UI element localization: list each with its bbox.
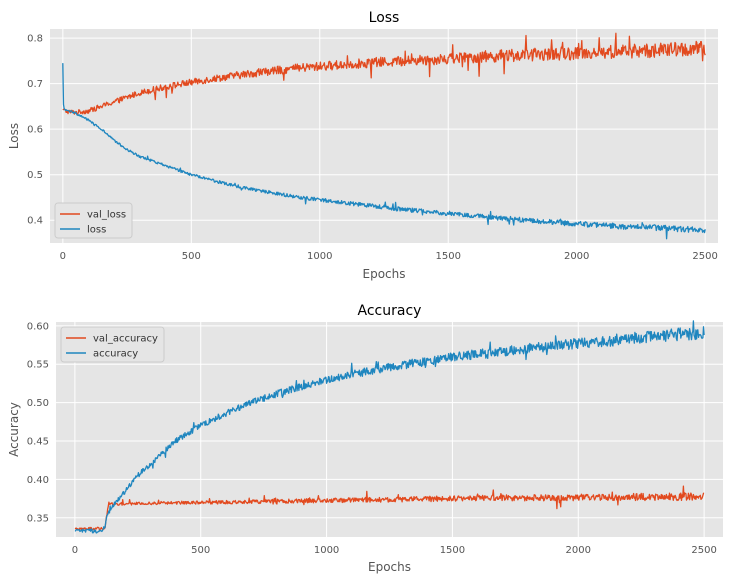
legend-label-accuracy: accuracy xyxy=(93,349,138,360)
accuracy-x-tick-label: 1000 xyxy=(314,545,339,556)
loss-y-tick-label: 0.6 xyxy=(27,125,43,136)
accuracy-series xyxy=(74,320,705,534)
accuracy-y-axis-label: Accuracy xyxy=(7,402,21,457)
accuracy-y-tick-label: 0.40 xyxy=(27,475,49,486)
accuracy-legend-box xyxy=(60,326,165,363)
accuracy-y-tick-label: 0.55 xyxy=(27,360,49,371)
accuracy-y-tick-label: 0.50 xyxy=(27,398,49,409)
accuracy-y-tick-labels: 0.35 0.40 0.45 0.50 0.55 0.60 xyxy=(27,321,49,524)
accuracy-y-tick-label: 0.60 xyxy=(27,321,49,332)
accuracy-x-tick-label: 1500 xyxy=(440,545,465,556)
loss-x-axis-label: Epochs xyxy=(363,267,406,281)
loss-y-tick-label: 0.4 xyxy=(27,216,43,227)
loss-x-tick-label: 1500 xyxy=(436,251,461,262)
loss-x-tick-label: 2500 xyxy=(692,251,717,262)
accuracy-x-axis-label: Epochs xyxy=(368,560,411,574)
series-line-val-loss xyxy=(62,32,706,115)
loss-y-axis-label: Loss xyxy=(7,123,21,149)
loss-y-tick-label: 0.5 xyxy=(27,170,43,181)
accuracy-grid xyxy=(56,322,723,537)
loss-chart: 0 500 1000 1500 2000 2500 0.4 0.5 0.6 0.… xyxy=(7,10,718,281)
loss-x-tick-label: 0 xyxy=(60,251,66,262)
loss-x-tick-label: 500 xyxy=(182,251,201,262)
loss-y-tick-label: 0.7 xyxy=(27,79,43,90)
legend-label-val-loss: val_loss xyxy=(87,210,126,221)
accuracy-chart: 0 500 1000 1500 2000 2500 0.35 0.40 0.45… xyxy=(7,303,723,574)
loss-y-tick-labels: 0.4 0.5 0.6 0.7 0.8 xyxy=(27,34,43,227)
accuracy-legend: val_accuracy accuracy xyxy=(60,326,165,363)
accuracy-x-tick-label: 2500 xyxy=(691,545,716,556)
legend-label-val-accuracy: val_accuracy xyxy=(93,334,158,345)
accuracy-x-tick-label: 0 xyxy=(72,545,78,556)
loss-y-tick-label: 0.8 xyxy=(27,34,43,45)
loss-chart-title: Loss xyxy=(369,10,400,26)
loss-series xyxy=(62,32,706,240)
series-line-val-accuracy xyxy=(74,485,705,531)
loss-legend: val_loss loss xyxy=(54,202,133,239)
loss-x-tick-labels: 0 500 1000 1500 2000 2500 xyxy=(60,251,718,262)
loss-x-tick-label: 2000 xyxy=(564,251,589,262)
accuracy-x-tick-label: 500 xyxy=(191,545,210,556)
legend-label-loss: loss xyxy=(87,225,106,236)
accuracy-y-tick-label: 0.35 xyxy=(27,513,49,524)
series-line-accuracy xyxy=(74,320,705,534)
loss-x-tick-label: 1000 xyxy=(307,251,332,262)
accuracy-chart-title: Accuracy xyxy=(358,303,422,319)
series-line-loss xyxy=(62,63,706,240)
accuracy-y-tick-label: 0.45 xyxy=(27,437,49,448)
accuracy-x-tick-labels: 0 500 1000 1500 2000 2500 xyxy=(72,545,717,556)
accuracy-x-tick-label: 2000 xyxy=(566,545,591,556)
